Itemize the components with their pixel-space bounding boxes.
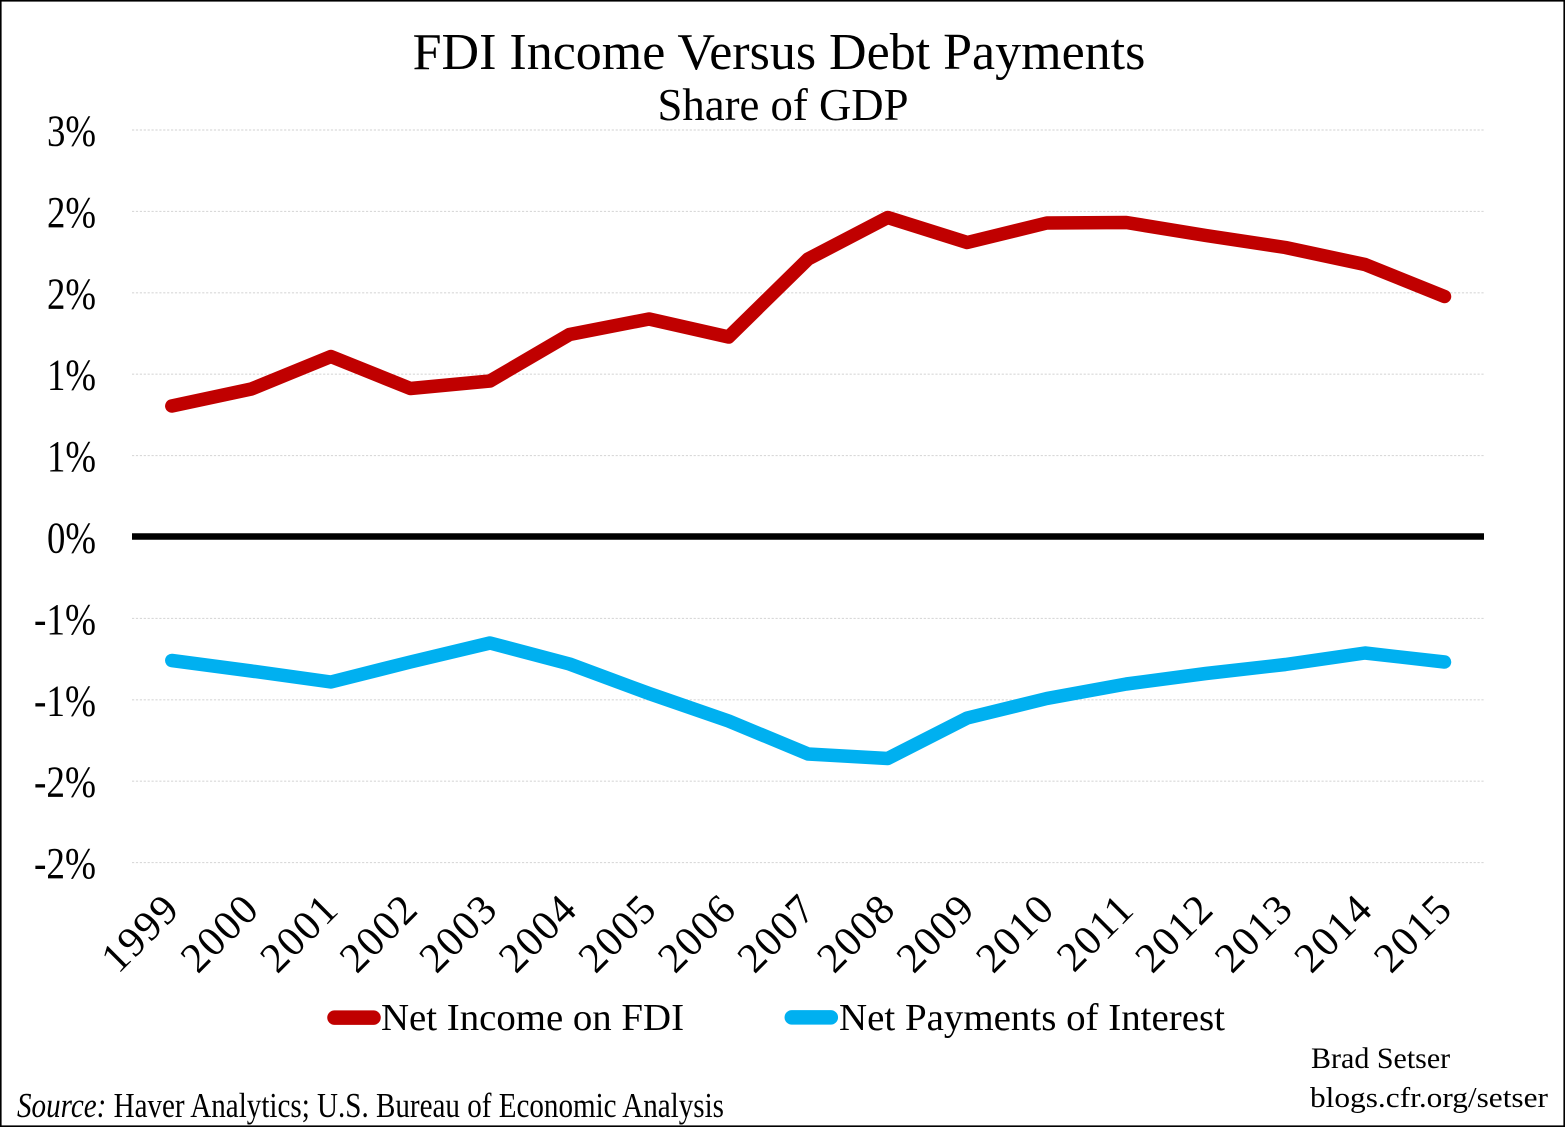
svg-text:-1%: -1%	[34, 595, 96, 644]
svg-text:Brad Setser: Brad Setser	[1311, 1042, 1450, 1075]
svg-text:2%: 2%	[47, 188, 96, 237]
svg-text:Net Income on FDI: Net Income on FDI	[381, 997, 684, 1039]
svg-text:3%: 3%	[47, 107, 96, 156]
svg-text:0%: 0%	[47, 514, 96, 563]
svg-text:2%: 2%	[47, 269, 96, 318]
svg-text:Source: Haver Analytics; U.S.: Source: Haver Analytics; U.S. Bureau of …	[17, 1086, 724, 1125]
svg-text:-2%: -2%	[34, 839, 96, 888]
svg-text:-2%: -2%	[34, 758, 96, 807]
svg-text:Share of GDP: Share of GDP	[658, 80, 909, 130]
svg-text:-1%: -1%	[34, 676, 96, 725]
svg-text:FDI Income Versus Debt Payment: FDI Income Versus Debt Payments	[413, 24, 1146, 81]
svg-text:Net Payments of Interest: Net Payments of Interest	[839, 997, 1225, 1039]
svg-text:blogs.cfr.org/setser: blogs.cfr.org/setser	[1310, 1082, 1548, 1114]
svg-text:1%: 1%	[47, 351, 96, 400]
svg-text:1%: 1%	[47, 432, 96, 481]
